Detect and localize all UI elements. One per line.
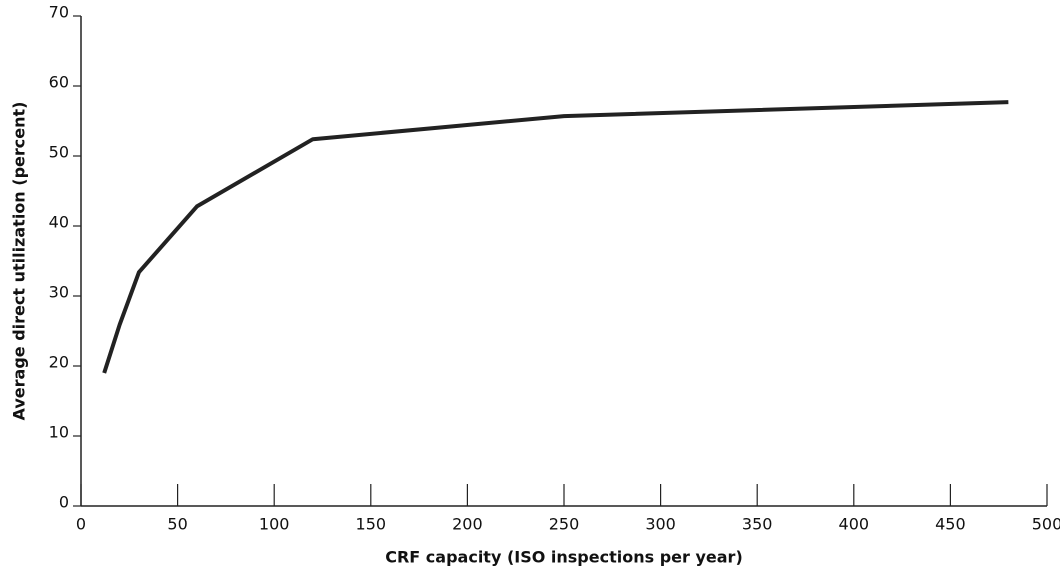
x-tick-label: 200 [452, 515, 483, 534]
y-tick-label: 20 [49, 353, 69, 372]
x-tick-label: 50 [167, 515, 187, 534]
x-tick-label: 500 [1032, 515, 1060, 534]
x-tick-label: 400 [839, 515, 870, 534]
x-tick-label: 0 [76, 515, 86, 534]
x-tick-label: 250 [549, 515, 580, 534]
x-axis-title: CRF capacity (ISO inspections per year) [385, 548, 743, 567]
y-tick-label: 60 [49, 73, 69, 92]
x-tick-label: 300 [645, 515, 676, 534]
y-tick-label: 30 [49, 283, 69, 302]
y-tick-label: 50 [49, 143, 69, 162]
x-tick-label: 450 [935, 515, 966, 534]
y-axis-title: Average direct utilization (percent) [10, 102, 29, 421]
x-tick-label: 350 [742, 515, 773, 534]
x-tick-label: 100 [259, 515, 290, 534]
y-tick-label: 40 [49, 213, 69, 232]
y-tick-label: 10 [49, 423, 69, 442]
y-tick-label: 70 [49, 3, 69, 22]
y-tick-label: 0 [59, 493, 69, 512]
line [102, 100, 1009, 374]
x-tick-label: 150 [356, 515, 387, 534]
